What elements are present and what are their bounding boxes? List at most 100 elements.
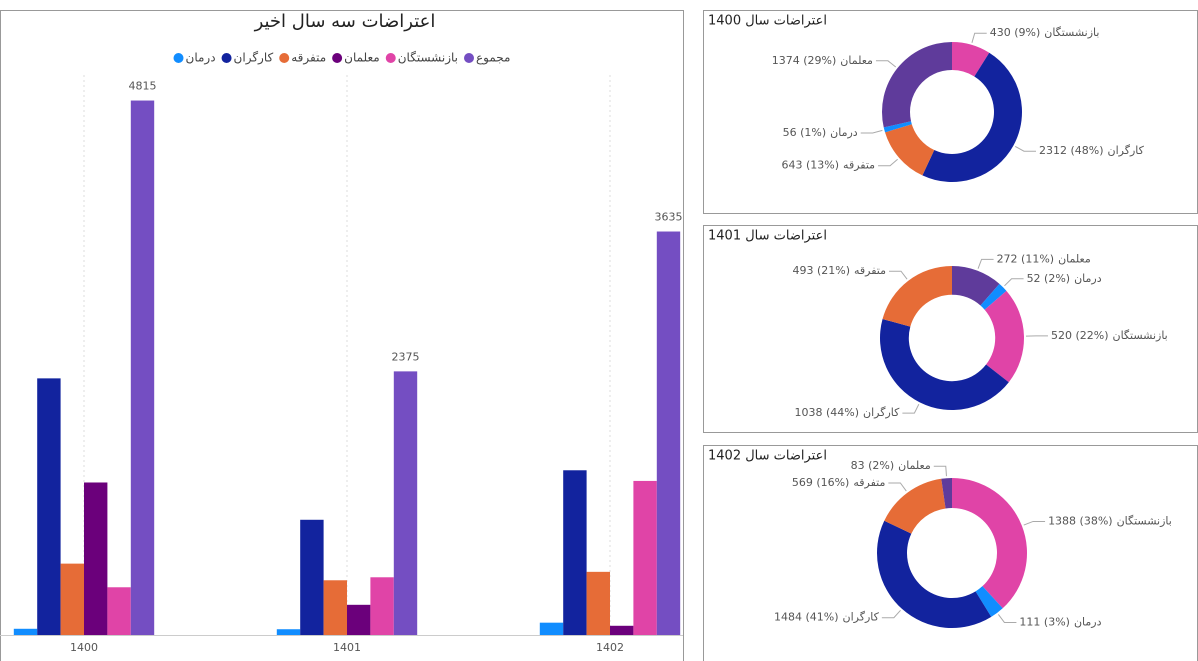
x-tick-label: 1402	[596, 641, 624, 654]
legend-swatch	[332, 53, 343, 63]
slice-name: معلمان	[898, 459, 931, 472]
donut-slice	[880, 319, 1009, 410]
legend-swatch	[279, 53, 290, 63]
leader-line	[1023, 520, 1046, 526]
leader-line	[878, 158, 898, 167]
legend-swatch	[464, 53, 475, 63]
slice-label: 569 (16%) متفرقه	[792, 476, 886, 489]
leader-line	[860, 129, 883, 134]
bar	[656, 231, 681, 635]
bar	[130, 100, 155, 635]
slice-value: 569 (16%)	[792, 476, 850, 489]
legend-swatch	[221, 53, 232, 63]
bar	[370, 577, 394, 635]
bar	[347, 604, 371, 635]
slice-value: 430 (9%)	[990, 26, 1041, 39]
slice-name: بازنشستگان	[1113, 329, 1168, 342]
bar	[586, 571, 610, 635]
bar	[300, 519, 324, 635]
chart-title: اعتراضات سه سال اخیر	[254, 11, 436, 32]
legend-label: معلمان	[344, 51, 380, 65]
legend-label: مجموع	[476, 51, 510, 66]
bar	[107, 587, 131, 635]
donut-slice	[883, 121, 912, 133]
bar	[393, 371, 418, 635]
donut-slice	[884, 478, 946, 534]
slice-value: 1484 (41%)	[774, 611, 839, 624]
leader-line	[889, 270, 908, 280]
slice-name: معلمان	[840, 54, 873, 67]
data-label: 3635	[655, 211, 683, 224]
bar	[13, 628, 38, 635]
donut-slice	[882, 42, 952, 128]
slice-value: 272 (11%)	[997, 252, 1055, 265]
slice-label: 52 (2%) درمان	[1027, 272, 1102, 285]
leader-line	[1004, 278, 1024, 287]
slice-value: 56 (1%)	[783, 126, 827, 139]
data-label: 2375	[392, 350, 420, 363]
donut-slice	[885, 124, 935, 176]
slice-value: 1388 (38%)	[1048, 514, 1113, 527]
leader-line	[997, 614, 1017, 623]
slice-label: 2312 (48%) کارگران	[1039, 144, 1145, 157]
legend-label: کارگران	[234, 51, 274, 66]
slice-label: 83 (2%) معلمان	[851, 459, 931, 472]
legend-label: متفرقه	[291, 51, 326, 66]
slice-value: 643 (13%)	[782, 159, 840, 172]
bar	[276, 629, 301, 635]
donut-slice	[980, 283, 1007, 310]
slice-name: بازنشستگان	[1044, 26, 1099, 39]
leader-line	[881, 609, 901, 619]
slice-label: 1388 (38%) بازنشستگان	[1048, 514, 1172, 527]
x-tick-label: 1400	[70, 641, 98, 654]
slice-name: کارگران	[843, 611, 880, 624]
bar	[60, 563, 84, 635]
slice-value: 83 (2%)	[851, 459, 895, 472]
slice-value: 2312 (48%)	[1039, 144, 1104, 157]
bar	[323, 580, 347, 635]
x-tick-label: 1401	[333, 641, 361, 654]
slice-name: بازنشستگان	[1117, 514, 1172, 527]
slice-name: درمان	[830, 126, 858, 139]
donut-panel	[703, 10, 1198, 214]
panel-title: اعتراضات سال 1401	[708, 229, 827, 244]
leader-line	[902, 403, 920, 414]
donut-slice	[877, 520, 992, 628]
slice-label: 1038 (44%) کارگران	[795, 406, 901, 419]
legend-swatch	[173, 53, 184, 63]
slice-label: 111 (3%) درمان	[1019, 615, 1101, 628]
slice-name: معلمان	[1058, 252, 1091, 265]
legend: درمان کارگران متفرقه معلمان بازنشستگان مجموع	[173, 51, 510, 66]
slice-value: 493 (21%)	[792, 264, 850, 277]
donut-slice	[882, 266, 952, 327]
donut-slice	[941, 478, 952, 509]
legend-label: درمان	[186, 51, 216, 66]
slice-name: متفرقه	[854, 264, 886, 277]
slice-name: کارگران	[863, 406, 900, 419]
slice-value: 1374 (29%)	[772, 54, 837, 67]
slice-value: 520 (22%)	[1051, 329, 1109, 342]
slice-label: 272 (11%) معلمان	[997, 252, 1091, 265]
panel-title: اعتراضات سال 1400	[708, 14, 827, 29]
bar-panel	[0, 10, 684, 661]
slice-label: 56 (1%) درمان	[783, 126, 858, 139]
slice-label: 1374 (29%) معلمان	[772, 54, 873, 67]
panel-title: اعتراضات سال 1402	[708, 449, 827, 464]
leader-line	[875, 60, 897, 68]
leader-line	[971, 32, 987, 43]
slice-label: 493 (21%) متفرقه	[792, 264, 886, 277]
slice-name: متفرقه	[843, 159, 875, 172]
slice-name: کارگران	[1108, 144, 1145, 157]
slice-label: 643 (13%) متفرقه	[782, 159, 876, 172]
slice-value: 52 (2%)	[1027, 272, 1071, 285]
leader-line	[933, 465, 947, 477]
slice-label: 520 (22%) بازنشستگان	[1051, 329, 1168, 342]
bar	[539, 622, 564, 635]
donut-slice	[952, 266, 1000, 306]
donut-panel	[703, 445, 1198, 661]
slice-name: درمان	[1074, 272, 1102, 285]
leader-line	[977, 258, 994, 269]
slice-value: 1038 (44%)	[795, 406, 860, 419]
donut-slice	[922, 52, 1023, 183]
slice-name: متفرقه	[853, 476, 885, 489]
